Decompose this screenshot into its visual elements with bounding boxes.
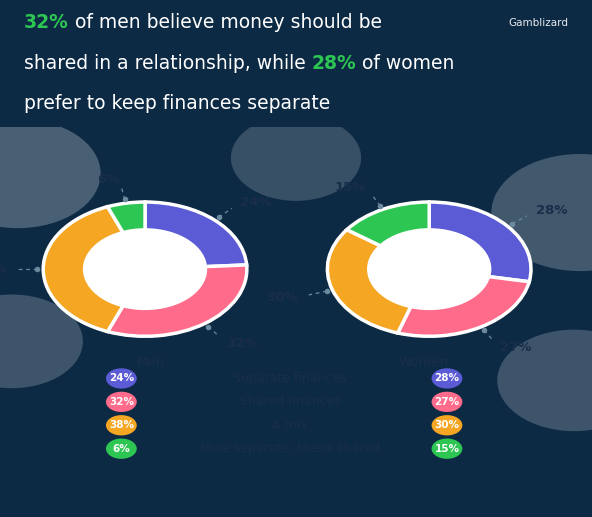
Text: 38%: 38% (0, 263, 7, 276)
Wedge shape (429, 202, 531, 282)
Circle shape (106, 415, 137, 435)
Circle shape (497, 330, 592, 431)
Circle shape (83, 228, 207, 310)
Text: 24%: 24% (109, 373, 134, 384)
Text: 6%: 6% (96, 173, 119, 186)
Circle shape (432, 415, 462, 435)
Text: 28%: 28% (435, 373, 459, 384)
Text: Men: Men (137, 356, 165, 369)
Text: 15%: 15% (335, 181, 366, 194)
Circle shape (432, 392, 462, 412)
Text: of men believe money should be: of men believe money should be (69, 13, 382, 32)
Text: 15%: 15% (435, 444, 459, 454)
Text: 28%: 28% (536, 204, 568, 218)
Text: 38%: 38% (109, 420, 134, 430)
Text: 27%: 27% (435, 397, 459, 407)
Text: of women: of women (356, 54, 455, 73)
Text: 32%: 32% (227, 337, 258, 349)
Circle shape (432, 438, 462, 459)
Wedge shape (145, 202, 247, 269)
Text: 28%: 28% (311, 54, 356, 73)
Circle shape (491, 154, 592, 271)
Circle shape (0, 119, 101, 228)
Wedge shape (347, 202, 429, 269)
Text: Mine separate; theirs shared: Mine separate; theirs shared (200, 442, 380, 455)
Circle shape (106, 438, 137, 459)
Wedge shape (398, 269, 529, 336)
Text: Women: Women (398, 356, 448, 369)
Text: 27%: 27% (500, 341, 531, 354)
Text: 6%: 6% (112, 444, 130, 454)
Text: 30%: 30% (266, 291, 297, 304)
Circle shape (106, 368, 137, 389)
Text: prefer to keep finances separate: prefer to keep finances separate (24, 95, 330, 113)
Wedge shape (108, 202, 145, 269)
Text: shared in a relationship, while: shared in a relationship, while (24, 54, 311, 73)
Circle shape (106, 392, 137, 412)
Text: A mix: A mix (272, 419, 308, 432)
Text: 24%: 24% (240, 196, 271, 209)
Circle shape (0, 295, 83, 388)
Circle shape (432, 368, 462, 389)
Text: Shared finances: Shared finances (240, 396, 340, 408)
Circle shape (367, 228, 491, 310)
Text: 32%: 32% (109, 397, 134, 407)
Wedge shape (327, 230, 429, 333)
Circle shape (231, 115, 361, 201)
Text: 30%: 30% (435, 420, 459, 430)
Wedge shape (43, 207, 145, 331)
Text: 32%: 32% (24, 13, 69, 32)
Text: Gamblizard: Gamblizard (509, 18, 568, 28)
Wedge shape (108, 265, 247, 336)
Text: Separate finances: Separate finances (233, 372, 347, 385)
